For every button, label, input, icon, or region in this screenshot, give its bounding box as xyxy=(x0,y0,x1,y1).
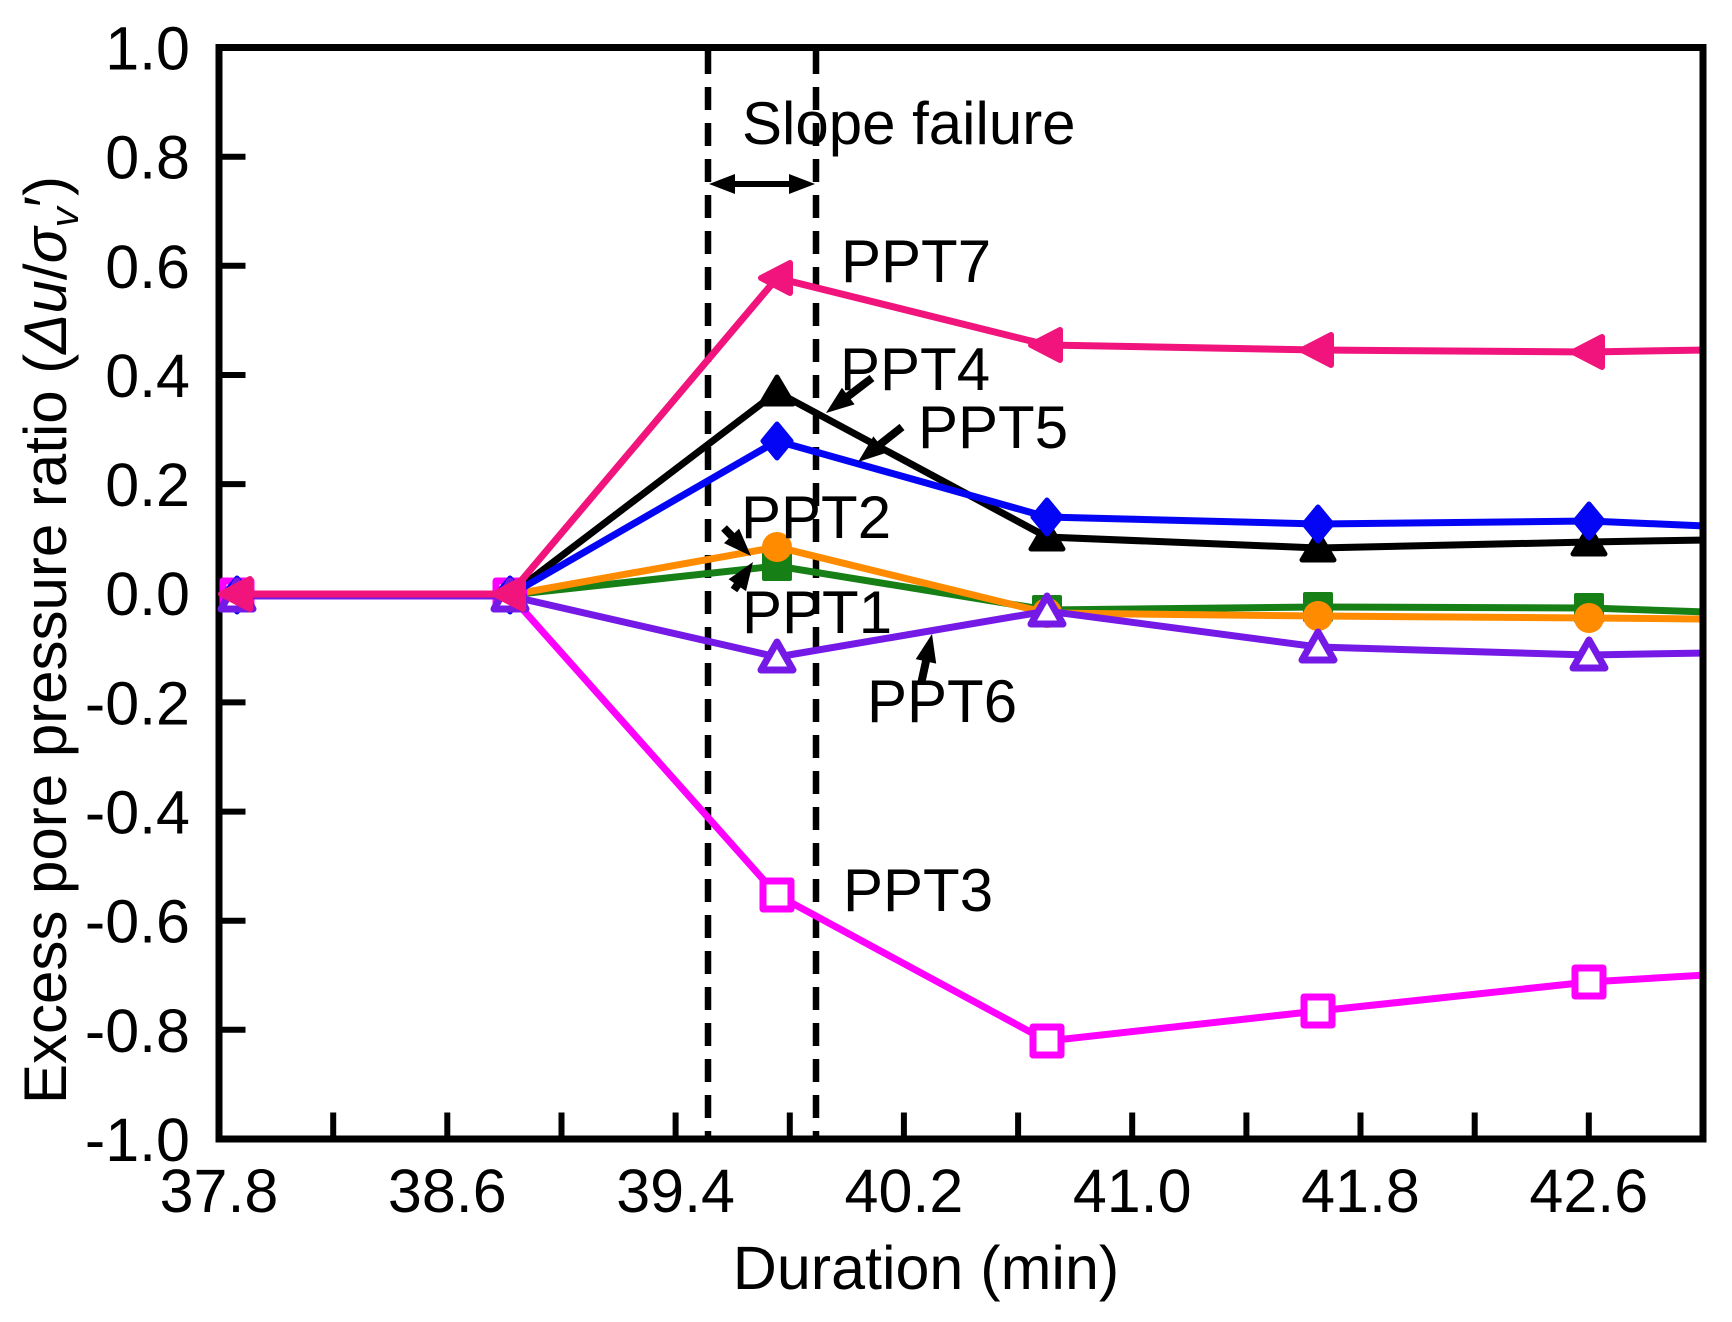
svg-text:0.4: 0.4 xyxy=(105,342,190,410)
svg-text:PPT3: PPT3 xyxy=(843,857,993,924)
svg-text:PPT2: PPT2 xyxy=(741,484,891,551)
svg-text:0.8: 0.8 xyxy=(105,124,190,192)
svg-text:-0.8: -0.8 xyxy=(85,997,190,1065)
svg-text:42.6: 42.6 xyxy=(1529,1157,1648,1225)
svg-text:41.0: 41.0 xyxy=(1073,1157,1192,1225)
svg-text:0.2: 0.2 xyxy=(105,451,190,519)
svg-text:PPT4: PPT4 xyxy=(840,336,990,403)
svg-text:37.8: 37.8 xyxy=(160,1157,279,1225)
svg-text:41.8: 41.8 xyxy=(1301,1157,1420,1225)
svg-text:PPT1: PPT1 xyxy=(742,579,892,646)
svg-text:0.0: 0.0 xyxy=(105,560,190,628)
svg-text:Slope failure: Slope failure xyxy=(742,90,1076,157)
svg-text:Excess pore pressure ratio (Δu: Excess pore pressure ratio (Δu/σv′) xyxy=(12,176,87,1104)
svg-text:-0.2: -0.2 xyxy=(85,669,190,737)
svg-text:-0.4: -0.4 xyxy=(85,779,190,847)
svg-text:39.4: 39.4 xyxy=(616,1157,735,1225)
svg-text:PPT6: PPT6 xyxy=(867,668,1017,735)
svg-text:PPT5: PPT5 xyxy=(918,394,1068,461)
svg-text:38.6: 38.6 xyxy=(388,1157,507,1225)
svg-text:Duration (min): Duration (min) xyxy=(733,1234,1119,1302)
svg-text:1.0: 1.0 xyxy=(105,15,190,83)
svg-text:40.2: 40.2 xyxy=(845,1157,964,1225)
svg-text:PPT7: PPT7 xyxy=(841,228,991,295)
svg-text:-1.0: -1.0 xyxy=(85,1106,190,1174)
svg-text:0.6: 0.6 xyxy=(105,233,190,301)
svg-text:-0.6: -0.6 xyxy=(85,888,190,956)
